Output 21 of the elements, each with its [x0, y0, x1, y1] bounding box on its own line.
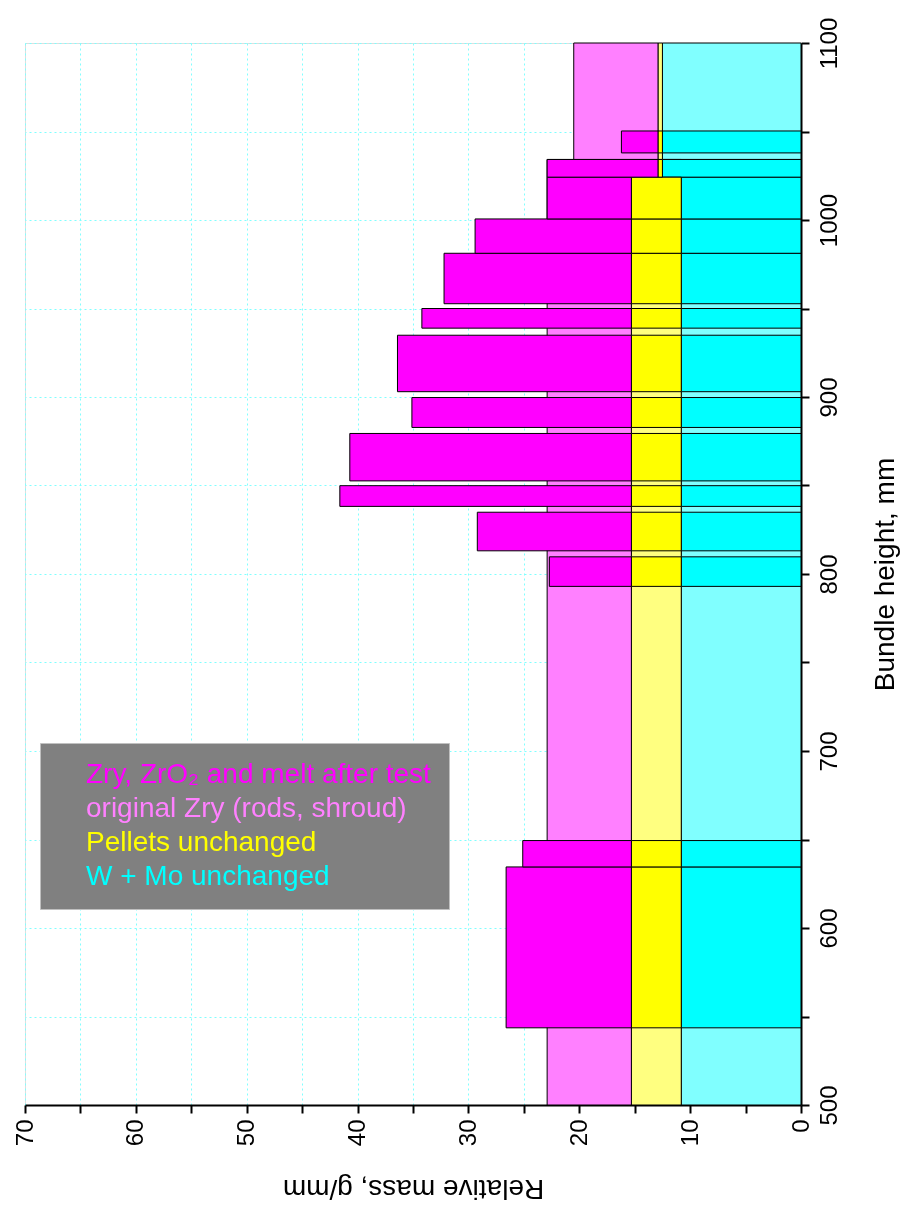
text: Zry, ZrO₂ and melt after test [86, 758, 432, 789]
text: W + Mo unchanged [86, 860, 330, 891]
y-tick-label: 600 [814, 908, 842, 949]
y-tick-label: 1000 [814, 193, 842, 248]
x-tick-label: 30 [453, 1119, 481, 1147]
y-tick-label: 700 [814, 731, 842, 772]
text: Pellets unchanged [86, 826, 317, 857]
y-tick-label: 900 [814, 377, 842, 418]
x-tick-label: 70 [10, 1119, 38, 1147]
text: original Zry (rods, shroud) [86, 792, 407, 823]
y-axis-title: Bundle height, mm [868, 457, 900, 692]
x-tick-label: 50 [232, 1119, 260, 1147]
x-tick-label: 40 [343, 1119, 371, 1147]
x-tick-label: 10 [675, 1119, 703, 1147]
x-tick-label: 60 [121, 1119, 149, 1147]
x-tick-label: 0 [786, 1119, 814, 1133]
x-tick-label: 20 [564, 1119, 592, 1147]
y-tick-label: 500 [814, 1085, 842, 1126]
y-tick-label: 800 [814, 554, 842, 595]
x-axis-title: Relative mass, g/mm [282, 1173, 545, 1205]
y-tick-label: 1100 [814, 17, 842, 70]
